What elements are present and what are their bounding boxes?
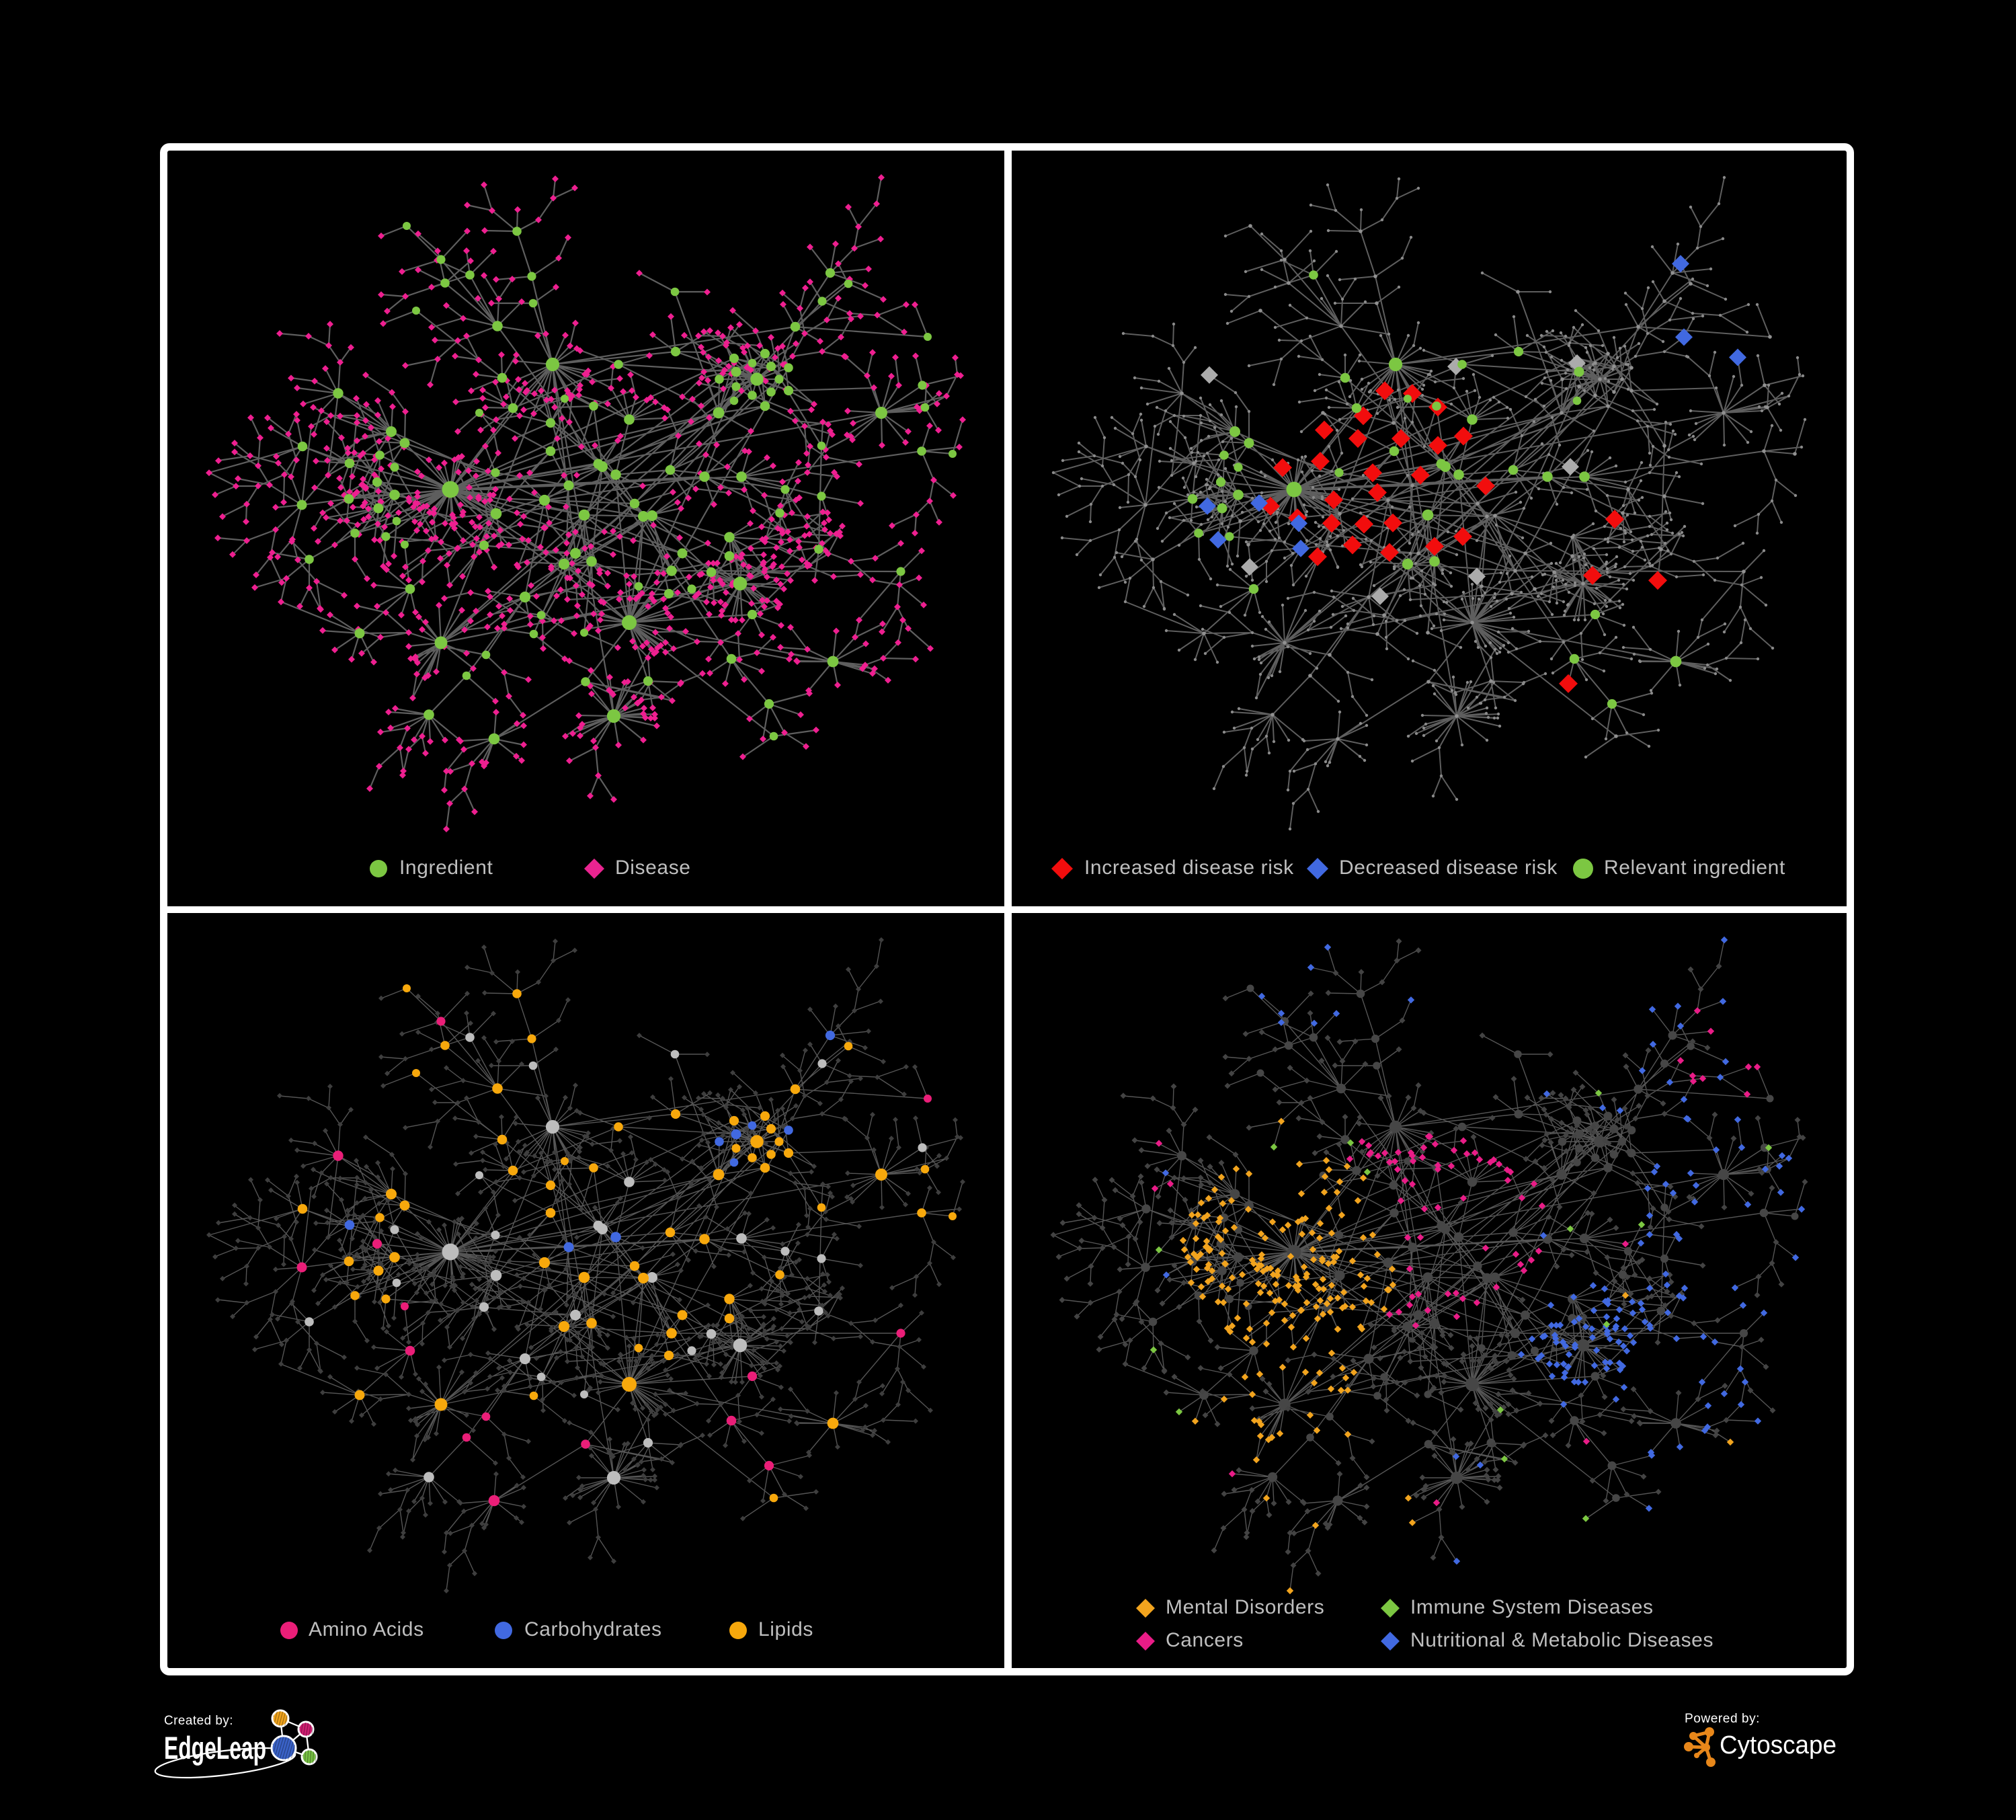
svg-text:Created by:: Created by: <box>164 1714 233 1728</box>
svg-text:Powered by:: Powered by: <box>1685 1712 1760 1726</box>
svg-text:Cytoscape: Cytoscape <box>1720 1731 1837 1759</box>
svg-text:EdgeLeap: EdgeLeap <box>164 1730 266 1766</box>
